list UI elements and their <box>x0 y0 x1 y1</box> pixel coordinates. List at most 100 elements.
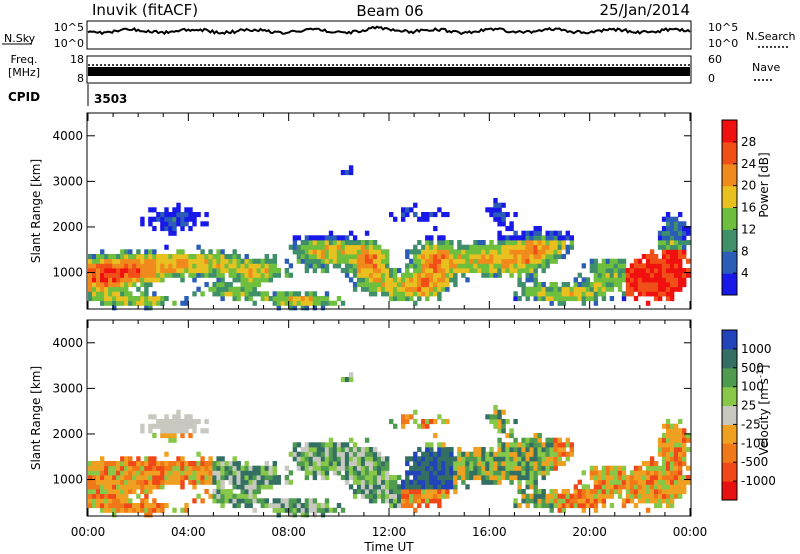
velocity-cell <box>457 470 462 476</box>
power-cell <box>248 258 253 264</box>
freq-label: Freq. <box>10 53 37 66</box>
velocity-cell <box>244 479 249 485</box>
power-cell <box>621 263 627 269</box>
velocity-cell <box>621 475 627 481</box>
velocity-cell <box>92 489 97 495</box>
power-cell <box>184 258 189 264</box>
power-cell <box>252 277 257 283</box>
power-cell <box>441 249 446 255</box>
velocity-cell <box>629 475 635 481</box>
velocity-cell <box>553 447 558 453</box>
velocity-cell <box>312 470 318 476</box>
power-cell <box>160 277 165 283</box>
velocity-cell <box>112 465 117 471</box>
power-cell <box>312 300 318 306</box>
velocity-cell <box>176 414 181 420</box>
power-cell <box>549 296 554 302</box>
power-cell <box>176 272 181 278</box>
power-cell <box>236 272 241 278</box>
velocity-cell <box>352 493 358 499</box>
power-cell <box>164 216 169 222</box>
velocity-cell <box>405 419 410 425</box>
velocity-cell <box>678 489 683 495</box>
power-cell <box>368 249 374 255</box>
velocity-cell <box>132 470 137 476</box>
velocity-cell <box>441 419 446 425</box>
velocity-cell <box>405 498 410 504</box>
power-cell <box>248 286 253 292</box>
power-cell <box>244 277 249 283</box>
power-cell <box>449 272 454 278</box>
velocity-cell <box>393 503 398 509</box>
power-cell <box>489 263 494 269</box>
power-cell <box>232 268 237 274</box>
power-cell <box>678 268 683 274</box>
velocity-cell <box>244 489 249 495</box>
power-cell <box>184 221 189 227</box>
velocity-cell <box>180 428 185 434</box>
velocity-cell <box>593 465 599 471</box>
velocity-cell <box>224 475 229 481</box>
velocity-cell <box>525 470 530 476</box>
power-cell <box>525 249 530 255</box>
velocity-cell <box>621 484 627 490</box>
velocity-cell <box>477 475 482 481</box>
velocity-cell <box>368 489 374 495</box>
power-cell <box>356 249 362 255</box>
power-cell <box>585 277 591 283</box>
velocity-cell <box>449 470 454 476</box>
velocity-cell <box>441 447 446 453</box>
power-cell <box>264 296 269 302</box>
velocity-cell <box>541 465 546 471</box>
velocity-cell <box>489 465 494 471</box>
power-cell <box>168 254 173 260</box>
power-cell <box>397 277 402 283</box>
velocity-cell <box>537 451 542 457</box>
power-cell <box>529 244 534 250</box>
power-cell <box>637 286 643 292</box>
power-cell <box>533 282 538 288</box>
velocity-cell <box>409 493 414 499</box>
power-cell <box>220 268 225 274</box>
power-cell <box>332 300 338 306</box>
power-cell <box>505 235 510 241</box>
power-cell <box>405 296 410 302</box>
velocity-cell <box>148 507 153 513</box>
power-cell <box>417 268 422 274</box>
velocity-cell <box>100 493 105 499</box>
velocity-cell <box>409 456 414 462</box>
velocity-cell <box>573 493 578 499</box>
power-cell <box>344 254 350 260</box>
velocity-cell <box>112 470 117 476</box>
velocity-cell <box>581 493 586 499</box>
power-cell <box>465 258 470 264</box>
power-cell <box>172 254 177 260</box>
power-cell <box>557 235 562 241</box>
power-cell <box>332 244 338 250</box>
power-cell <box>240 258 245 264</box>
velocity-cell <box>678 479 683 485</box>
power-cell <box>505 226 510 232</box>
power-cell <box>501 263 506 269</box>
power-cell <box>364 230 370 236</box>
velocity-cell <box>328 465 334 471</box>
velocity-cell <box>180 461 185 467</box>
power-cell <box>665 291 671 297</box>
velocity-cell <box>682 479 687 485</box>
power-cell <box>517 258 522 264</box>
velocity-cell <box>148 456 153 462</box>
power-cell <box>160 272 165 278</box>
x-tick-label: 00:00 <box>71 525 106 539</box>
power-cell <box>485 207 490 213</box>
velocity-cell <box>645 498 651 504</box>
velocity-cell <box>401 414 406 420</box>
velocity-cell <box>533 451 538 457</box>
power-cell <box>477 254 482 260</box>
velocity-cell <box>633 489 639 495</box>
velocity-cell <box>553 437 558 443</box>
power-cell <box>669 258 675 264</box>
power-cell <box>669 240 675 246</box>
velocity-cell <box>264 503 269 509</box>
power-cell <box>196 244 201 250</box>
